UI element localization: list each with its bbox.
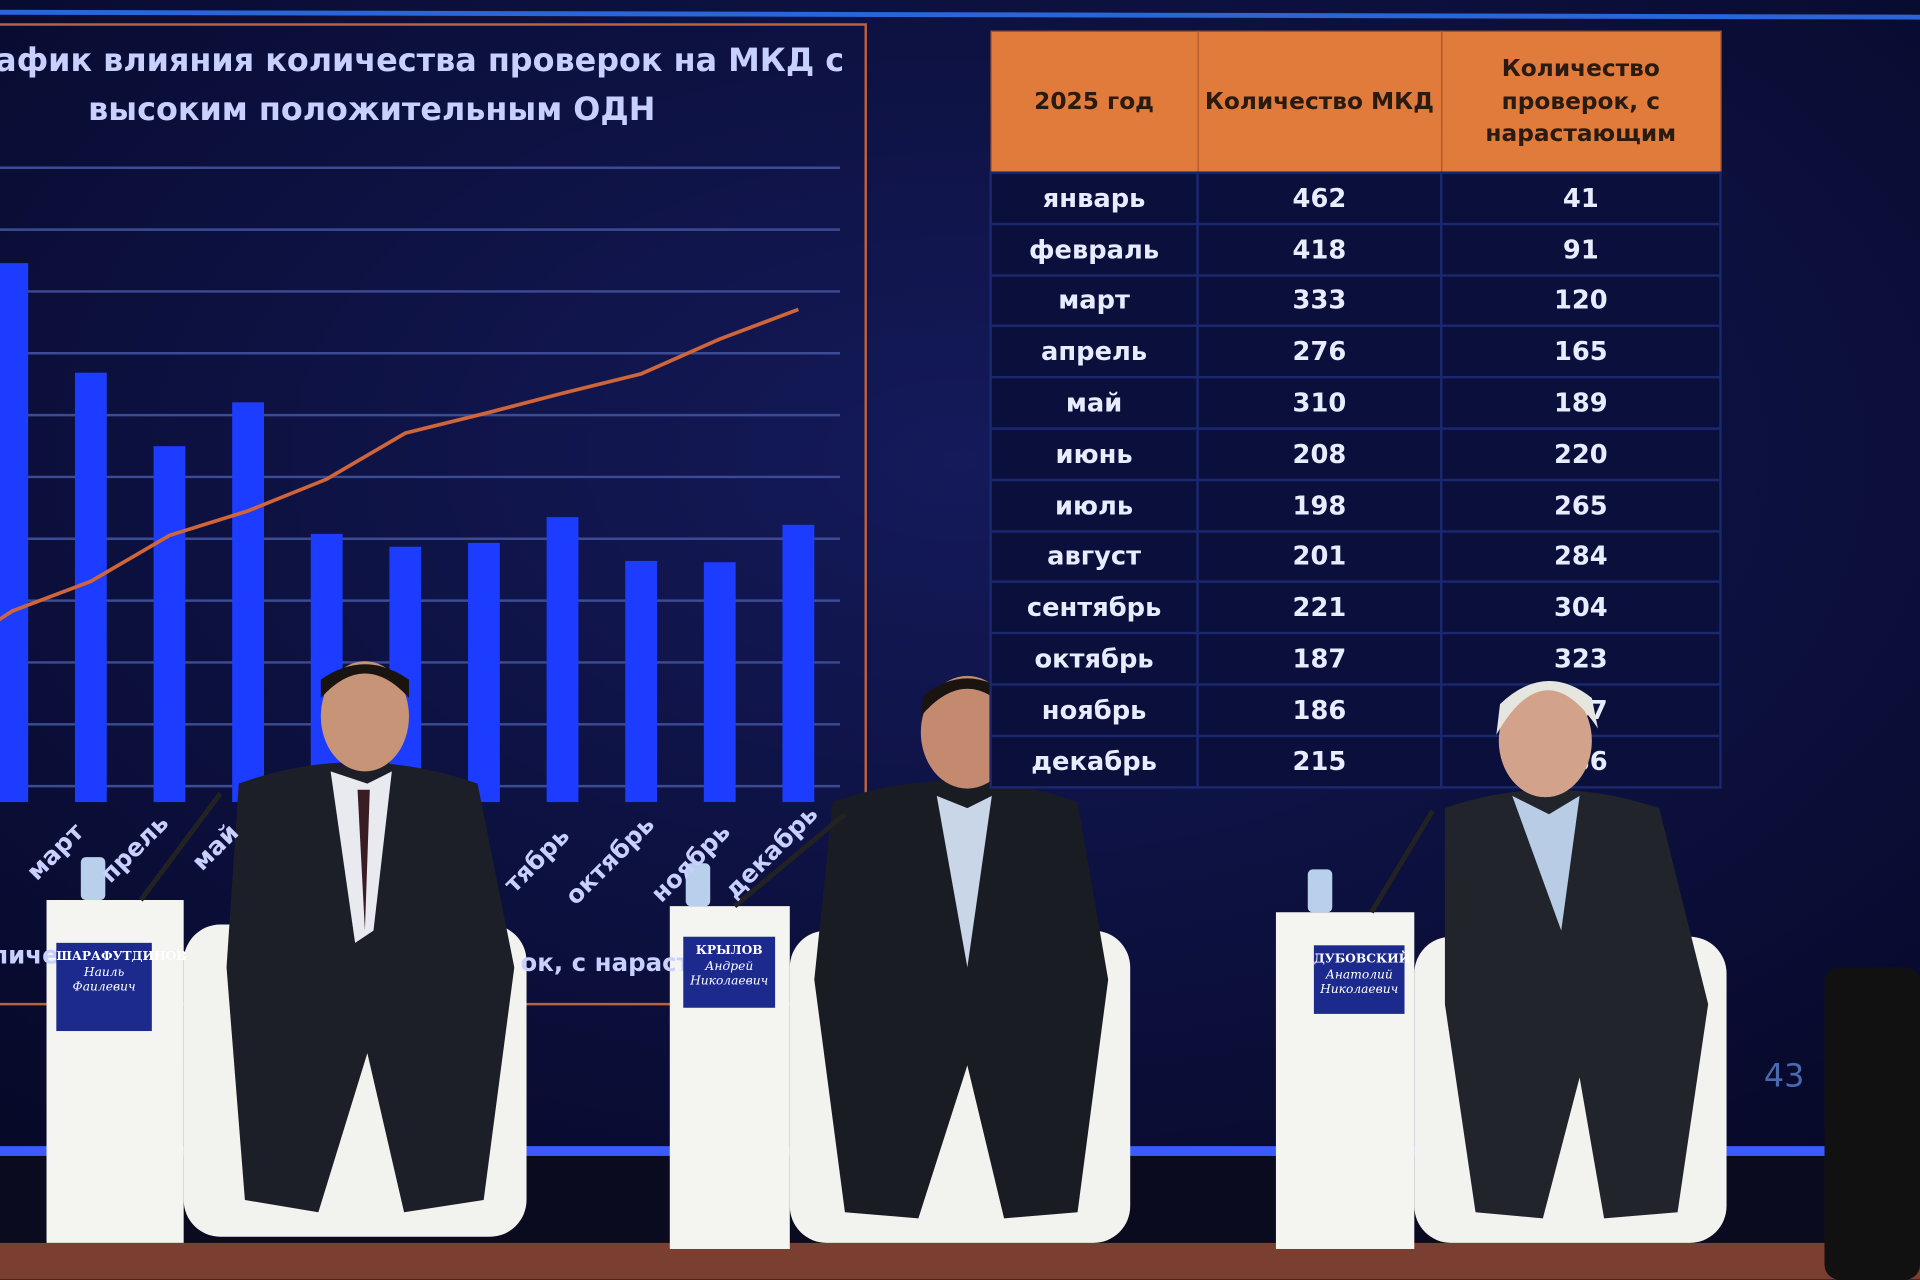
value-cell: 284 <box>1440 529 1722 584</box>
value-cell: 186 <box>1196 683 1443 737</box>
header-row: 2025 год Количество МКД Количество прове… <box>990 30 1722 174</box>
value-cell: 120 <box>1440 273 1722 328</box>
bar <box>0 263 29 803</box>
month-cell: июнь <box>989 427 1199 481</box>
nameplate: ДУБОВСКИЙ Анатолий Николаевич <box>1313 945 1411 1014</box>
value-cell: 198 <box>1196 478 1443 533</box>
value-cell: 333 <box>1196 273 1443 328</box>
month-cell: июль <box>989 478 1199 533</box>
value-cell: 265 <box>1440 478 1722 533</box>
bar <box>232 402 265 803</box>
people <box>226 661 1709 1219</box>
value-cell: 220 <box>1440 427 1722 481</box>
table-row: июль 198 265 <box>989 478 1722 533</box>
table-row: август 201 284 <box>989 529 1722 584</box>
value-cell: 187 <box>1196 632 1443 686</box>
header-cell: Количество проверок, с нарастающим <box>1440 30 1722 174</box>
head <box>1498 684 1592 798</box>
bar <box>546 517 579 803</box>
month-cell: сентябрь <box>989 580 1199 635</box>
surname: КРЫЛОВ <box>695 944 763 958</box>
month-cell: январь <box>989 171 1199 226</box>
speaker <box>1824 967 1920 1280</box>
legend-text: ок, с нараста <box>520 948 707 977</box>
name: Наиль <box>83 965 125 979</box>
bar <box>74 372 107 803</box>
bar <box>782 524 815 803</box>
microphones <box>138 792 1435 914</box>
value-cell: 304 <box>1440 580 1722 635</box>
value-cell: 462 <box>1196 171 1443 226</box>
month-cell: май <box>989 376 1199 430</box>
patronymic: Фаилевич <box>72 980 136 995</box>
month-cell: декабрь <box>989 734 1199 789</box>
table-row: февраль 418 91 <box>989 222 1722 277</box>
nameplate: КРЫЛОВ Андрей Николаевич <box>683 936 776 1008</box>
value-cell: 91 <box>1440 222 1722 277</box>
value-cell: 310 <box>1196 376 1443 430</box>
patronymic: Николаевич <box>1320 983 1399 997</box>
value-cell: 189 <box>1440 376 1722 430</box>
page-number: 43 <box>1764 1057 1805 1095</box>
value-cell: 41 <box>1440 171 1722 226</box>
table-row: апрель 276 165 <box>989 324 1722 379</box>
value-cell: 215 <box>1196 734 1443 789</box>
value-cell: 276 <box>1196 324 1443 379</box>
bars <box>0 263 815 803</box>
table-row: март 333 120 <box>989 273 1722 328</box>
value-cell: 418 <box>1196 222 1443 277</box>
month-cell: апрель <box>989 324 1199 379</box>
carpet <box>0 1242 1920 1280</box>
table-row: июнь 208 220 <box>989 427 1722 481</box>
bar <box>153 446 186 803</box>
bar <box>625 560 658 803</box>
legend-text: личе <box>0 941 59 970</box>
month-cell: март <box>989 273 1199 328</box>
table-row: май 310 189 <box>989 376 1722 430</box>
table-row: январь 462 41 <box>989 171 1722 226</box>
surname: ШАРАФУТДИНОВ <box>56 950 187 964</box>
header-cell: Количество МКД <box>1196 30 1442 174</box>
header-cell: 2025 год <box>990 30 1199 174</box>
name: Анатолий <box>1325 967 1393 982</box>
bar <box>468 542 500 803</box>
month-cell: ноябрь <box>989 683 1199 737</box>
screen-edge <box>0 9 1920 20</box>
value-cell: 165 <box>1440 324 1722 379</box>
slide-title: афик влияния количества проверок на МКД … <box>0 42 845 80</box>
name: Андрей <box>705 959 754 973</box>
table-row: октябрь 187 323 <box>989 632 1722 686</box>
table-row: декабрь215386 <box>989 734 1722 789</box>
cumulative-line <box>0 307 800 622</box>
month-cell: февраль <box>989 222 1199 277</box>
nameplate: ШАРАФУТДИНОВ Наиль Фаилевич <box>56 942 187 1032</box>
bottles <box>80 857 1333 913</box>
month-cell: август <box>989 529 1199 584</box>
bar <box>703 562 736 803</box>
value-cell: 201 <box>1196 529 1443 584</box>
month-cell: октябрь <box>989 632 1199 686</box>
table-row: сентябрь 221 304 <box>989 580 1722 635</box>
patronymic: Николаевич <box>690 974 769 989</box>
value-cell: 208 <box>1196 427 1443 481</box>
data-table: 2025 год Количество МКД Количество прове… <box>989 30 1722 789</box>
value-cell: 221 <box>1196 580 1443 635</box>
value-cell: 323 <box>1440 632 1722 686</box>
slide-title: высоким положительным ОДН <box>88 91 656 129</box>
surname: ДУБОВСКИЙ <box>1313 952 1411 967</box>
hair <box>1496 681 1598 735</box>
